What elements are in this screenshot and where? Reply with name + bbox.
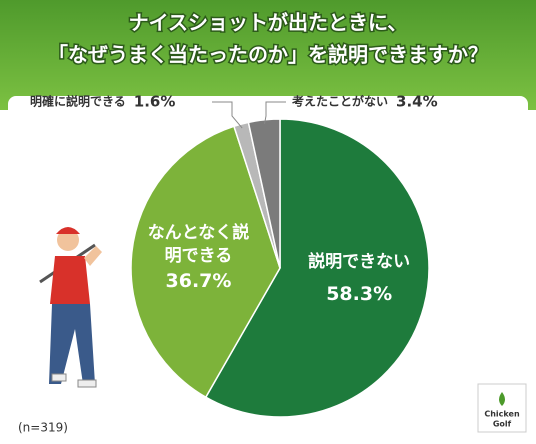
pie-slice xyxy=(247,118,281,269)
logo-text: Golf xyxy=(493,420,512,429)
golfer-illustration xyxy=(39,227,102,388)
logo-text: Chicken xyxy=(484,410,520,419)
slice-value: 1.6% xyxy=(134,93,176,111)
leader-line xyxy=(212,101,243,129)
pie-slice xyxy=(130,125,281,399)
title-line: ナイスショットが出たときに、 xyxy=(129,11,408,35)
pie-slice xyxy=(204,118,430,418)
slice-label: 明確に説明できる xyxy=(30,94,126,109)
slice-value: 3.4% xyxy=(396,93,438,111)
sample-note: (n=319) xyxy=(18,421,68,435)
slice-label: 考えたことがない xyxy=(292,94,388,109)
logo-icon xyxy=(499,392,505,406)
slice-label: 説明できない xyxy=(308,252,411,273)
title-line: 「なぜうまく当たったのか」を説明できますか？ xyxy=(48,43,488,67)
header-bg xyxy=(0,0,536,110)
slice-value: 58.3% xyxy=(326,283,393,306)
slice-label: なんとなく説明できる xyxy=(147,222,250,267)
leader-line xyxy=(264,101,286,124)
slice-value: 36.7% xyxy=(165,269,232,292)
